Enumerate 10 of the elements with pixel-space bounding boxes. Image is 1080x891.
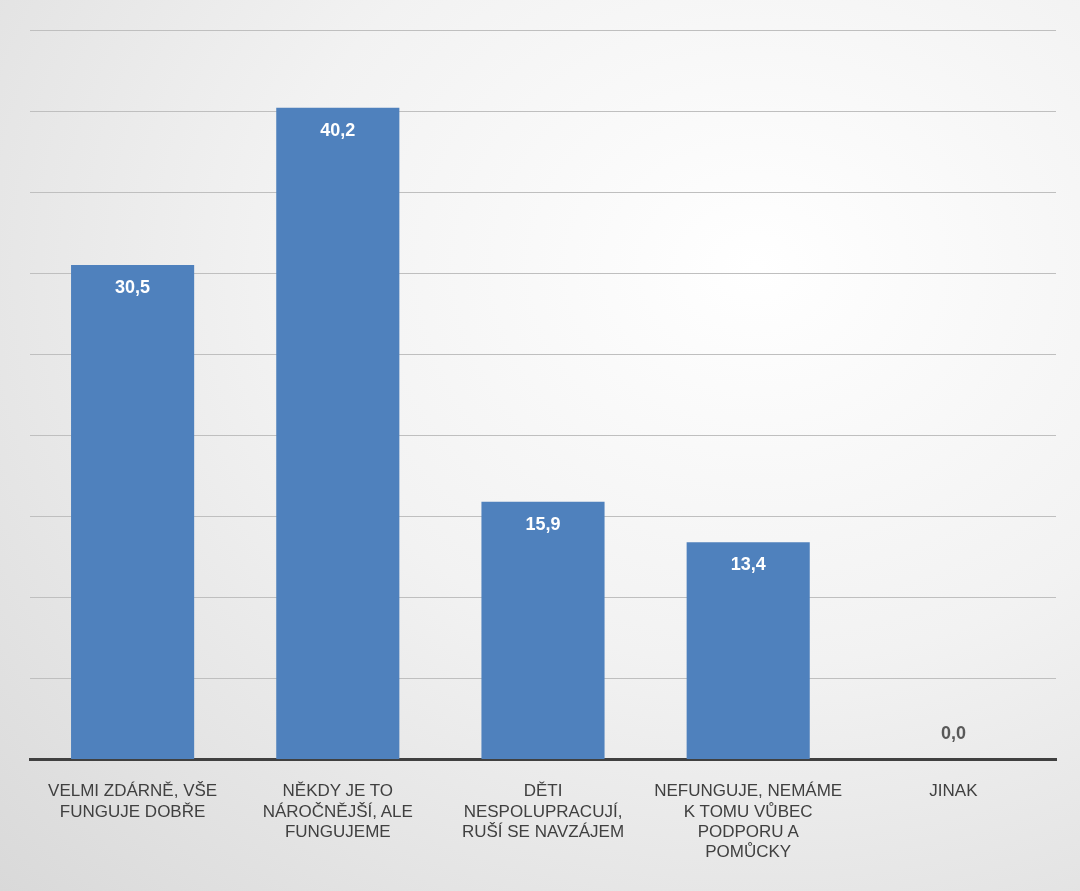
data-label: 40,2	[320, 119, 356, 140]
data-label: 0,0	[940, 723, 966, 744]
data-label: 30,5	[115, 277, 151, 297]
data-label: 15,9	[525, 513, 561, 534]
x-tick-label: NEFUNGUJE, NEMÁME K TOMU VŮBEC PODPORU A POMŮCKY	[654, 781, 843, 862]
x-tick-label: DĚTI NESPOLUPRACUJÍ, RUŠÍ SE NAVZÁJEM	[461, 781, 625, 842]
x-tick-label: NĚKDY JE TO NÁROČNĚJŠÍ, ALE FUNGUJEME	[262, 781, 413, 842]
data-label: 13,4	[730, 554, 766, 575]
x-tick-label: VELMI ZDÁRNĚ, VŠE FUNGUJE DOBŘE	[48, 781, 218, 821]
x-tick-label: JINAK	[929, 781, 979, 801]
